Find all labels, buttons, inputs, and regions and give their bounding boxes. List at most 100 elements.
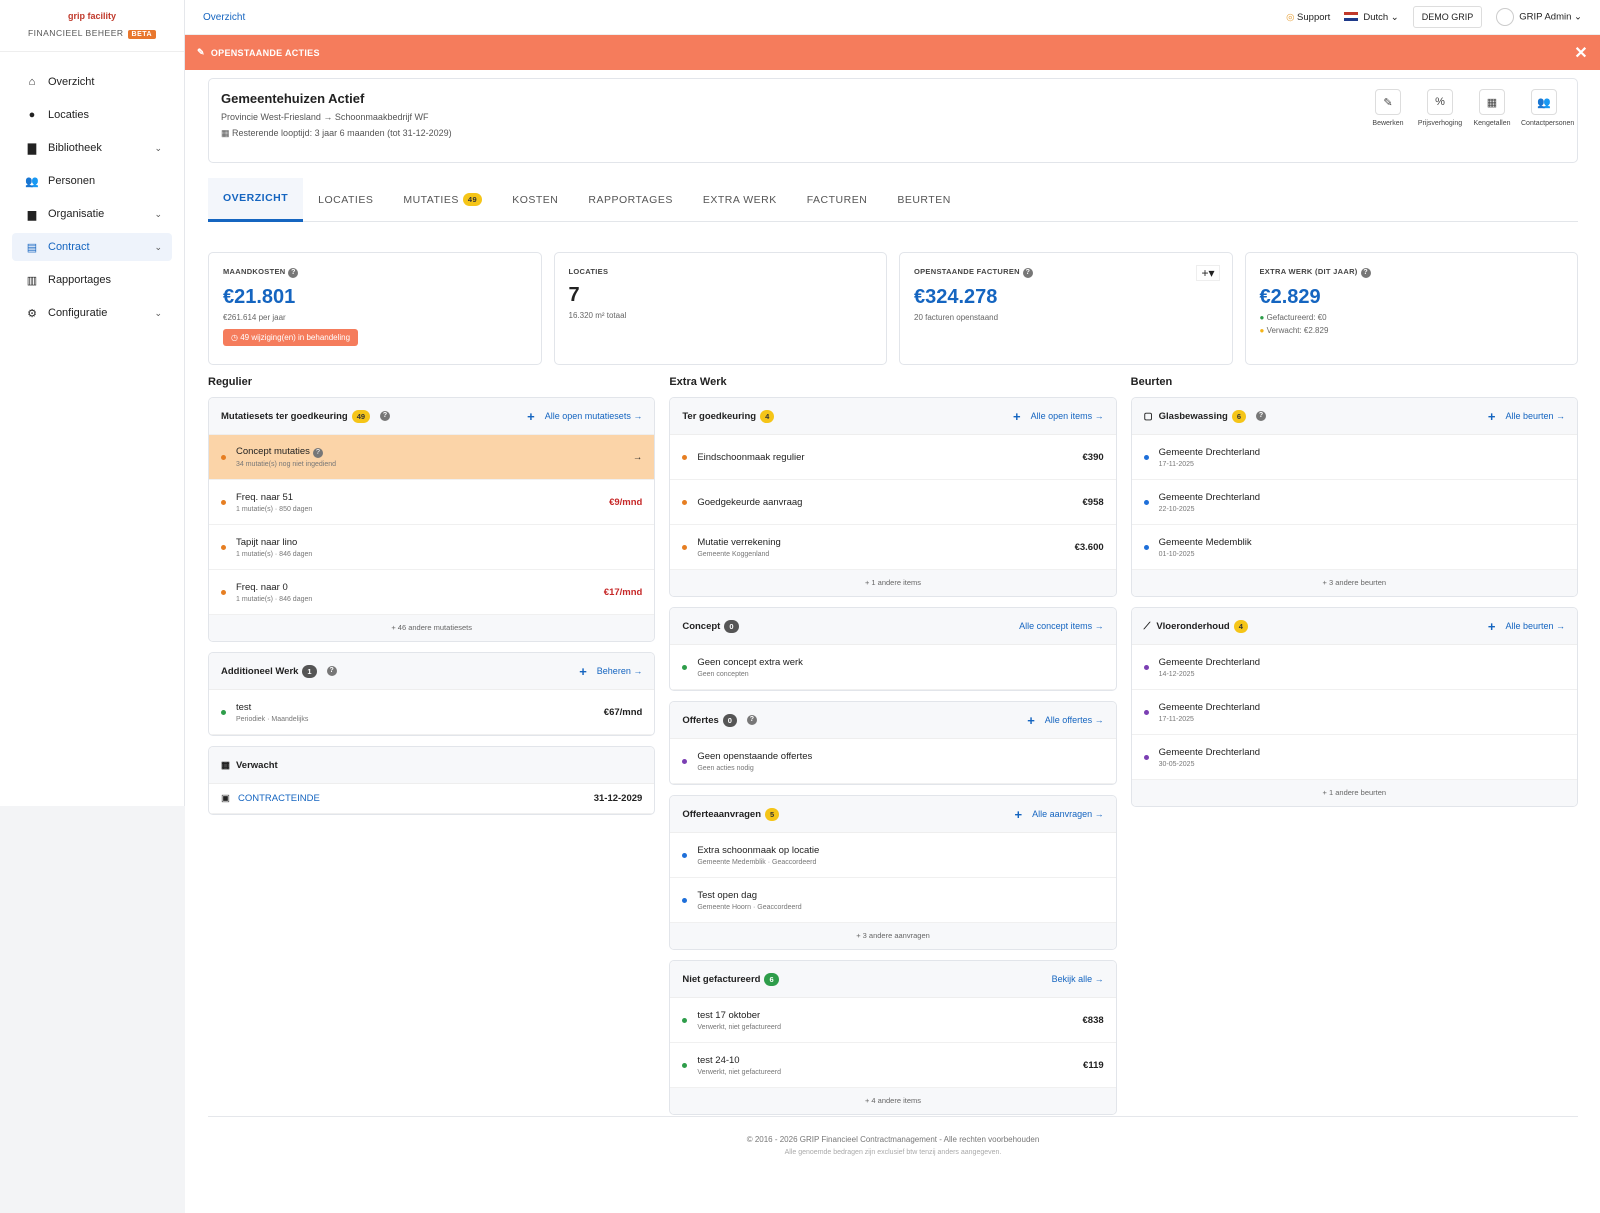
pending-changes-badge[interactable]: ◷ 49 wijziging(en) in behandeling (223, 329, 359, 346)
link-mutatiesets[interactable]: Alle open mutatiesets → (544, 411, 643, 421)
support-link[interactable]: ◎ Support (1286, 11, 1331, 23)
list-item[interactable]: test Periodiek · Maandelijks €67/mnd (209, 690, 655, 735)
sidebar-item-rapportages[interactable]: ▥ Rapportages (12, 266, 172, 294)
more-link[interactable]: + 4 andere items (670, 1088, 1116, 1114)
breadcrumb[interactable]: Overzicht (203, 11, 246, 23)
list-item[interactable]: test 17 oktober Verwerkt, niet gefacturee… (670, 998, 1116, 1043)
tab-facturen[interactable]: FACTUREN (792, 178, 883, 222)
close-icon[interactable]: ✕ (1574, 44, 1588, 62)
link-beheren[interactable]: Beheren → (596, 666, 643, 676)
sidebar-item-personen[interactable]: 👥 Personen (12, 167, 172, 195)
stat-locaties: LOCATIES 7 16.320 m² totaal (553, 252, 887, 365)
panel-verwacht: ▦ Verwacht ▣ CONTRACTEINDE 31-12-2029 (208, 746, 656, 815)
tab-overzicht[interactable]: OVERZICHT (208, 177, 304, 222)
tab-beurten[interactable]: BEURTEN (882, 178, 965, 222)
action-contactpersonen[interactable]: 👥 Contactpersonen (1521, 89, 1574, 127)
app-subtitle: FINANCIEEL BEHEER (27, 28, 124, 38)
stat-cards: MAANDKOSTEN? €21.801 €261.614 per jaar ◷… (208, 252, 1578, 365)
sidebar-item-contract[interactable]: ▤ Contract ⌄ (12, 233, 172, 261)
list-item: ▣ CONTRACTEINDE 31-12-2029 (209, 784, 655, 814)
help-icon[interactable]: ? (380, 411, 391, 421)
panel-glasbewassing: ▢ Glasbewassing 6? + Alle beurten → Gemeente… (1130, 397, 1578, 597)
list-item[interactable]: test 24-10 Verwerkt, niet gefactureerd €11… (670, 1043, 1116, 1088)
list-item[interactable]: Eindschoonmaak regulier €390 (670, 435, 1116, 480)
list-item[interactable]: Gemeente Drechterland 14-12-2025 (1131, 645, 1577, 690)
help-icon[interactable]: ? (1255, 411, 1266, 421)
more-link[interactable]: + 1 andere beurten (1131, 780, 1577, 806)
action-prijsverhoging[interactable]: % Prijsverhoging (1417, 89, 1463, 127)
add-icon[interactable]: + (1027, 712, 1035, 728)
list-item[interactable]: Gemeente Drechterland 17-11-2025 (1131, 435, 1577, 480)
link-offertes[interactable]: Alle offertes → (1044, 715, 1104, 725)
concept-mutaties-row[interactable]: Concept mutaties? 34 mutatie(s) nog niet … (209, 435, 655, 480)
link-aanvragen[interactable]: Alle aanvragen → (1032, 809, 1104, 819)
chevron-down-icon: ⌄ (154, 241, 162, 252)
list-item[interactable]: Gemeente Drechterland 17-11-2025 (1131, 690, 1577, 735)
add-icon[interactable]: + (1013, 408, 1021, 424)
add-icon[interactable]: + (1014, 806, 1023, 822)
list-item[interactable]: Mutatie verrekening Gemeente Koggenland €3… (670, 525, 1116, 570)
contract-title: Gemeentehuizen Actief (221, 91, 365, 106)
list-item[interactable]: Goedgekeurde aanvraag €958 (670, 480, 1116, 525)
stat-extra-werk: EXTRA WERK (DIT JAAR)? €2.829 ● Gefactur… (1244, 252, 1578, 365)
more-link[interactable]: + 3 andere beurten (1131, 570, 1577, 596)
tab-locaties[interactable]: LOCATIES (303, 178, 388, 222)
tab-kosten[interactable]: KOSTEN (497, 178, 573, 222)
list-item[interactable]: Tapijt naar lino 1 mutatie(s) · 846 dagen (209, 525, 655, 570)
stat-value: €21.801 (223, 286, 296, 308)
help-icon[interactable]: ? (1022, 268, 1033, 278)
more-link[interactable]: + 46 andere mutatiesets (209, 615, 655, 641)
link-beurten[interactable]: Alle beurten → (1505, 411, 1565, 421)
link-bekijk-alle[interactable]: Bekijk alle → (1051, 974, 1104, 984)
link-open-items[interactable]: Alle open items → (1030, 411, 1104, 421)
status-dot (221, 499, 226, 505)
action-kengetallen[interactable]: ▦ Kengetallen (1469, 89, 1515, 127)
more-link[interactable]: + 1 andere items (670, 570, 1116, 596)
tab-label: OVERZICHT (223, 192, 289, 204)
sidebar-item-locaties[interactable]: ● Locaties (12, 101, 172, 129)
clock-icon: ● (1259, 326, 1265, 335)
status-dot (1143, 754, 1149, 760)
sidebar-item-bibliotheek[interactable]: ▇ Bibliotheek ⌄ (12, 134, 172, 162)
sidebar-item-organisatie[interactable]: ▆ Organisatie ⌄ (12, 200, 172, 228)
help-icon[interactable]: ? (746, 715, 757, 725)
add-icon[interactable]: + (527, 408, 535, 424)
link-concept-items[interactable]: Alle concept items → (1019, 621, 1104, 631)
contract-runtime: ▦ Resterende looptijd: 3 jaar 6 maanden … (221, 128, 452, 138)
action-bewerken[interactable]: ✎ Bewerken (1365, 89, 1411, 127)
sidebar-item-overzicht[interactable]: ⌂ Overzicht (12, 68, 172, 96)
list-item[interactable]: Freq. naar 51 1 mutatie(s) · 850 dagen €9/… (209, 480, 655, 525)
add-icon[interactable]: + (1487, 408, 1496, 424)
list-item[interactable]: Gemeente Medemblik 01-10-2025 (1131, 525, 1577, 570)
tab-mutaties[interactable]: MUTATIES 49 (388, 178, 497, 222)
help-icon[interactable]: ? (312, 448, 323, 458)
add-invoice-button[interactable]: +▾ (1196, 265, 1220, 281)
amount: €3.600 (1074, 541, 1104, 553)
list-item[interactable]: Test open dag Gemeente Hoorn · Geaccordee… (670, 878, 1116, 923)
user-menu[interactable]: GRIP Admin ⌄ (1496, 8, 1582, 26)
stat-value: 7 (568, 284, 580, 306)
status-dot (682, 544, 688, 550)
chart-icon: ▥ (26, 274, 38, 287)
sidebar-item-configuratie[interactable]: ⚙ Configuratie ⌄ (12, 299, 172, 327)
add-icon[interactable]: + (579, 663, 587, 679)
list-item[interactable]: Extra schoonmaak op locatie Gemeente Mede… (670, 833, 1116, 878)
logo[interactable]: grip facility FINANCIEEL BEHEER BETA (0, 0, 184, 52)
tab-rapportages[interactable]: RAPPORTAGES (573, 178, 687, 222)
list-item[interactable]: Gemeente Drechterland 30-05-2025 (1131, 735, 1577, 780)
language-select[interactable]: Dutch ⌄ (1344, 12, 1399, 23)
tab-extra-werk[interactable]: EXTRA WERK (688, 178, 792, 222)
more-link[interactable]: + 3 andere aanvragen (670, 923, 1116, 949)
chevron-down-icon: ⌄ (154, 208, 162, 219)
help-icon[interactable]: ? (288, 268, 299, 278)
help-icon[interactable]: ? (326, 666, 337, 676)
open-actions-banner[interactable]: ✎ OPENSTAANDE ACTIES ✕ (185, 35, 1600, 70)
link-beurten[interactable]: Alle beurten → (1505, 621, 1565, 631)
stat-facturen: OPENSTAANDE FACTUREN? +▾ €324.278 20 fac… (899, 252, 1233, 365)
org-button[interactable]: DEMO GRIP (1412, 6, 1483, 28)
list-item[interactable]: Gemeente Drechterland 22-10-2025 (1131, 480, 1577, 525)
avatar (1496, 8, 1515, 26)
add-icon[interactable]: + (1487, 618, 1496, 634)
help-icon[interactable]: ? (1360, 268, 1371, 278)
